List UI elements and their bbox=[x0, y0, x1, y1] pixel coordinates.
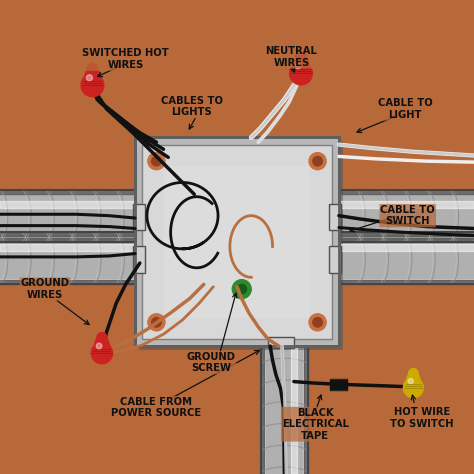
Text: CABLE TO
SWITCH: CABLE TO SWITCH bbox=[380, 205, 435, 227]
Bar bbox=[0, 235, 140, 282]
Bar bbox=[329, 204, 341, 230]
Text: NEUTRAL
WIRES: NEUTRAL WIRES bbox=[265, 46, 318, 68]
Circle shape bbox=[148, 314, 165, 331]
Circle shape bbox=[81, 74, 104, 97]
Bar bbox=[139, 141, 343, 350]
Bar bbox=[133, 204, 145, 230]
Bar bbox=[334, 232, 474, 284]
Bar bbox=[334, 190, 474, 242]
Circle shape bbox=[409, 368, 418, 378]
Bar bbox=[0, 192, 140, 239]
Bar bbox=[265, 344, 303, 474]
Circle shape bbox=[91, 342, 112, 364]
Circle shape bbox=[152, 156, 161, 166]
Bar bbox=[133, 246, 145, 273]
Bar bbox=[164, 166, 310, 318]
Polygon shape bbox=[290, 57, 312, 73]
Bar bbox=[135, 137, 339, 346]
Circle shape bbox=[296, 52, 306, 62]
Text: BLACK
ELECTRICAL
TAPE: BLACK ELECTRICAL TAPE bbox=[282, 408, 349, 441]
Text: GROUND
WIRES: GROUND WIRES bbox=[20, 278, 70, 300]
Text: HOT WIRE
TO SWITCH: HOT WIRE TO SWITCH bbox=[390, 407, 454, 429]
Text: CABLE FROM
POWER SOURCE: CABLE FROM POWER SOURCE bbox=[111, 397, 201, 419]
Circle shape bbox=[313, 318, 322, 327]
Circle shape bbox=[86, 75, 92, 81]
Text: GROUND
SCREW: GROUND SCREW bbox=[186, 352, 236, 374]
Bar bbox=[329, 246, 341, 273]
Circle shape bbox=[290, 62, 312, 85]
Text: CABLE TO
LIGHT: CABLE TO LIGHT bbox=[378, 98, 433, 120]
Bar bbox=[263, 344, 306, 474]
Circle shape bbox=[87, 64, 98, 74]
Circle shape bbox=[313, 156, 322, 166]
Circle shape bbox=[403, 378, 423, 398]
Bar bbox=[0, 190, 140, 242]
Circle shape bbox=[232, 280, 251, 299]
Circle shape bbox=[309, 153, 326, 170]
Circle shape bbox=[237, 284, 246, 294]
Polygon shape bbox=[82, 69, 103, 85]
Circle shape bbox=[309, 314, 326, 331]
Bar bbox=[334, 195, 474, 237]
Polygon shape bbox=[91, 337, 112, 353]
Bar bbox=[334, 235, 474, 282]
Circle shape bbox=[408, 378, 413, 384]
Circle shape bbox=[148, 153, 165, 170]
Bar bbox=[0, 237, 140, 279]
Bar bbox=[268, 337, 294, 348]
Bar bbox=[0, 195, 140, 237]
Bar bbox=[334, 237, 474, 279]
Text: CABLES TO
LIGHTS: CABLES TO LIGHTS bbox=[161, 96, 223, 118]
Circle shape bbox=[96, 343, 102, 349]
Bar bbox=[142, 145, 332, 339]
Polygon shape bbox=[404, 373, 423, 388]
Bar bbox=[334, 192, 474, 239]
Bar bbox=[0, 232, 140, 284]
Circle shape bbox=[295, 63, 301, 69]
Circle shape bbox=[97, 333, 107, 342]
Circle shape bbox=[152, 318, 161, 327]
Bar bbox=[261, 344, 308, 474]
Text: SWITCHED HOT
WIRES: SWITCHED HOT WIRES bbox=[82, 48, 169, 70]
